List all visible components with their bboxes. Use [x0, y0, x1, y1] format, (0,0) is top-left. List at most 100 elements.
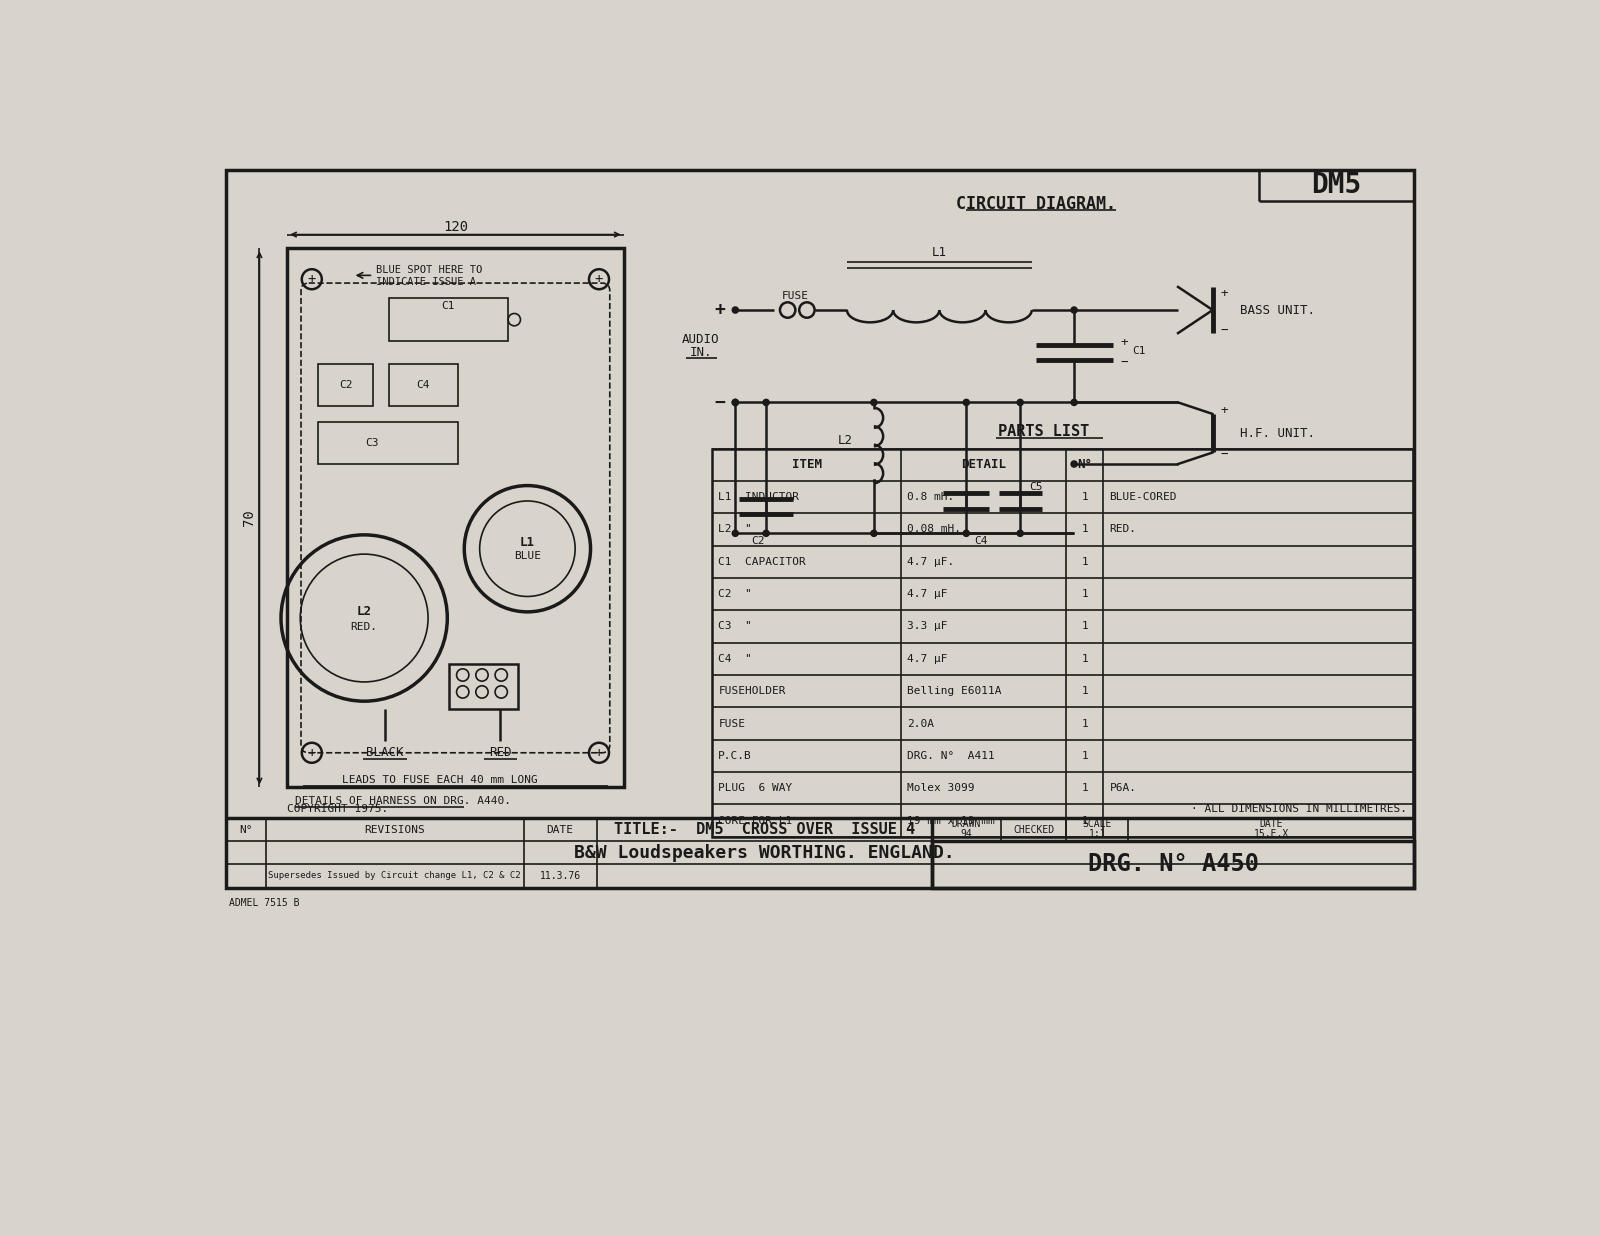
Text: C1: C1	[442, 302, 456, 311]
Circle shape	[1070, 399, 1077, 405]
Text: C2: C2	[339, 381, 352, 391]
Text: 94: 94	[960, 828, 973, 838]
Text: DM5: DM5	[1310, 172, 1362, 199]
Text: +: +	[307, 272, 315, 287]
Text: CORE FOR L1: CORE FOR L1	[718, 816, 792, 826]
Text: LEADS TO FUSE EACH 40 mm LONG: LEADS TO FUSE EACH 40 mm LONG	[342, 775, 538, 785]
Text: C4: C4	[416, 381, 430, 391]
Text: P6A.: P6A.	[1109, 784, 1136, 794]
Text: SCALE: SCALE	[1083, 819, 1112, 829]
Text: TITLE:-  DM5  CROSS OVER  ISSUE 4: TITLE:- DM5 CROSS OVER ISSUE 4	[614, 822, 915, 837]
Text: CHECKED: CHECKED	[1013, 824, 1054, 834]
Text: 1: 1	[1082, 718, 1088, 728]
Text: +: +	[1221, 404, 1229, 417]
Bar	[318, 421, 458, 464]
Text: −: −	[715, 393, 725, 412]
Bar	[286, 248, 624, 787]
Text: C3: C3	[365, 438, 379, 447]
Text: 11.3.76: 11.3.76	[539, 871, 581, 881]
Text: FUSEHOLDER: FUSEHOLDER	[718, 686, 786, 696]
Text: DATE: DATE	[1259, 819, 1283, 829]
Text: IN.: IN.	[690, 346, 712, 358]
Text: N°: N°	[1077, 459, 1093, 471]
Circle shape	[733, 399, 738, 405]
Text: 4.7 μF.: 4.7 μF.	[907, 556, 954, 567]
Text: DRG. N°  A411: DRG. N° A411	[907, 750, 995, 761]
Text: +: +	[307, 745, 315, 760]
Text: DRAWN: DRAWN	[952, 819, 981, 829]
Circle shape	[963, 530, 970, 536]
Text: 3.3 μF: 3.3 μF	[907, 622, 947, 632]
Text: 19 mm x 19 mm: 19 mm x 19 mm	[907, 816, 995, 826]
Text: 1: 1	[1082, 524, 1088, 534]
Bar	[318, 363, 373, 407]
Text: 1: 1	[1082, 492, 1088, 502]
Text: 1: 1	[1082, 784, 1088, 794]
Text: BLUE SPOT HERE TO: BLUE SPOT HERE TO	[376, 265, 482, 274]
Text: 4.7 μF: 4.7 μF	[907, 654, 947, 664]
Text: BLUE-CORED: BLUE-CORED	[1109, 492, 1178, 502]
Bar	[931, 842, 1414, 887]
Text: DETAILS OF HARNESS ON DRG. A440.: DETAILS OF HARNESS ON DRG. A440.	[294, 796, 510, 806]
Text: C5: C5	[1029, 482, 1043, 492]
Text: 1: 1	[1082, 590, 1088, 599]
Text: 1: 1	[1082, 556, 1088, 567]
Text: PARTS LIST: PARTS LIST	[998, 424, 1090, 439]
Text: C1  CAPACITOR: C1 CAPACITOR	[718, 556, 806, 567]
Circle shape	[763, 530, 770, 536]
Text: −: −	[1120, 356, 1128, 368]
Text: Belling E6011A: Belling E6011A	[907, 686, 1002, 696]
Text: +: +	[1221, 287, 1229, 299]
Text: −: −	[1221, 449, 1229, 461]
Text: 1: 1	[1082, 816, 1088, 826]
Text: PLUG  6 WAY: PLUG 6 WAY	[718, 784, 792, 794]
Bar	[450, 664, 518, 709]
Text: C4: C4	[974, 536, 987, 546]
Text: 70: 70	[242, 509, 256, 527]
Text: C4  ": C4 "	[718, 654, 752, 664]
Circle shape	[1070, 307, 1077, 313]
Bar	[226, 169, 1414, 887]
Text: −: −	[1221, 324, 1229, 336]
Text: 0.08 mH.: 0.08 mH.	[907, 524, 962, 534]
Text: CIRCUIT DIAGRAM.: CIRCUIT DIAGRAM.	[955, 195, 1115, 213]
Text: FUSE: FUSE	[782, 292, 810, 302]
Text: COPYRIGHT 1975.: COPYRIGHT 1975.	[286, 803, 389, 815]
Text: B&W Loudspeakers WORTHING. ENGLAND.: B&W Loudspeakers WORTHING. ENGLAND.	[574, 844, 955, 861]
Text: BLUE: BLUE	[514, 551, 541, 561]
Text: L2  ": L2 "	[718, 524, 752, 534]
Text: BASS UNIT.: BASS UNIT.	[1240, 304, 1315, 316]
Text: INDICATE ISSUE A: INDICATE ISSUE A	[376, 277, 475, 287]
Text: N°: N°	[238, 824, 253, 834]
Text: ADMEL 7515 B: ADMEL 7515 B	[229, 897, 299, 908]
Text: +: +	[595, 272, 603, 287]
Text: 4.7 μF: 4.7 μF	[907, 590, 947, 599]
Text: 1:1: 1:1	[1088, 828, 1106, 838]
Text: L1: L1	[931, 246, 947, 258]
Text: L2: L2	[357, 606, 371, 618]
Text: 0.8 mH.: 0.8 mH.	[907, 492, 954, 502]
Circle shape	[763, 399, 770, 405]
Text: L2: L2	[837, 434, 853, 447]
Bar	[389, 298, 509, 341]
Text: 15.E.X: 15.E.X	[1253, 828, 1290, 838]
Text: 1: 1	[1082, 654, 1088, 664]
Text: FUSE: FUSE	[718, 718, 746, 728]
Text: +: +	[595, 745, 603, 760]
Bar	[712, 449, 1413, 837]
Text: P.C.B: P.C.B	[718, 750, 752, 761]
Text: C3  ": C3 "	[718, 622, 752, 632]
Circle shape	[733, 307, 738, 313]
Circle shape	[1018, 399, 1024, 405]
Text: +: +	[1120, 336, 1128, 349]
Text: RED.: RED.	[1109, 524, 1136, 534]
Text: 1: 1	[1082, 622, 1088, 632]
Text: 1: 1	[1082, 686, 1088, 696]
Text: 120: 120	[443, 220, 467, 234]
Text: DETAIL: DETAIL	[962, 459, 1006, 471]
Text: C2: C2	[752, 536, 765, 546]
Text: L1: L1	[520, 536, 534, 549]
Bar	[389, 363, 458, 407]
Text: DRG. N° A450: DRG. N° A450	[1088, 853, 1259, 876]
Text: C1: C1	[1131, 346, 1146, 356]
